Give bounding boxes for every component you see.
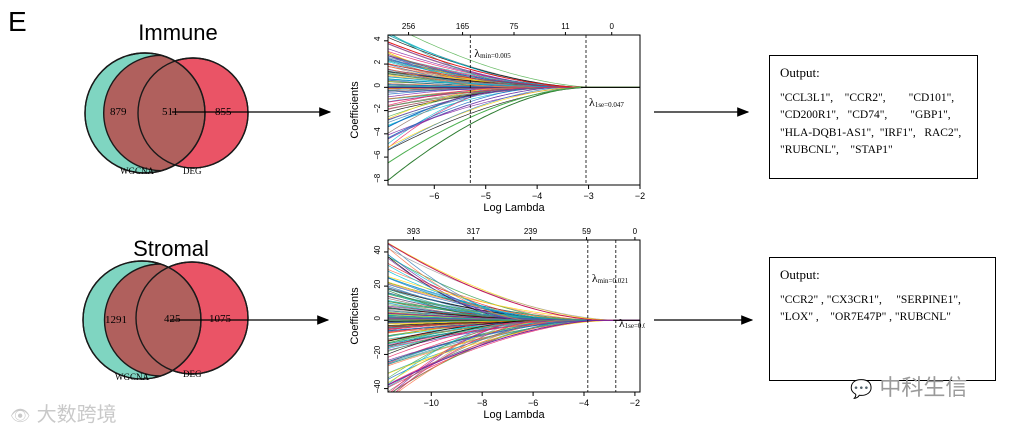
venn-immune-left-count: 879 bbox=[110, 106, 127, 118]
y-axis-label: Coefficients bbox=[349, 81, 361, 139]
venn-immune-left-label: WGCNA bbox=[120, 166, 154, 176]
x-tick-label: −4 bbox=[579, 398, 589, 408]
gene-line: "LOX" , "OR7E47P" , "RUBCNL" bbox=[780, 311, 951, 323]
top-tick-label: 317 bbox=[467, 227, 481, 236]
venn-immune-overlap-count: 511 bbox=[162, 106, 179, 118]
x-tick-label: −8 bbox=[477, 398, 487, 408]
top-tick-label: 256 bbox=[402, 22, 416, 31]
y-tick-label: −8 bbox=[373, 173, 382, 183]
y-tick-label: −40 bbox=[373, 379, 382, 393]
x-tick-label: −5 bbox=[481, 191, 491, 201]
output-box-immune: Output: "CCL3L1", "CCR2", "CD101", "CD20… bbox=[769, 55, 978, 179]
venn-stromal bbox=[82, 260, 249, 380]
top-tick-label: 11 bbox=[561, 22, 570, 31]
venn-stromal-overlap-count: 425 bbox=[164, 313, 181, 325]
x-tick-label: −2 bbox=[630, 398, 640, 408]
y-tick-label: −20 bbox=[373, 345, 382, 359]
venn-title-stromal: Stromal bbox=[133, 236, 209, 261]
y-tick-label: −6 bbox=[373, 150, 382, 160]
venn-stromal-right-count: 1075 bbox=[209, 313, 231, 325]
output-title-stromal: Output: bbox=[780, 267, 820, 282]
gene-line: "RUBCNL", "STAP1" bbox=[780, 144, 893, 156]
coefficient-paths bbox=[388, 242, 640, 392]
top-tick-label: 59 bbox=[582, 227, 591, 236]
x-tick-label: −2 bbox=[635, 191, 645, 201]
plot-frame bbox=[387, 239, 641, 393]
top-tick-label: 393 bbox=[407, 227, 421, 236]
gene-line: "CD200R1", "CD74", "GBP1", bbox=[780, 109, 951, 121]
wechat-icon: 💬 bbox=[850, 379, 873, 400]
coefficient-paths bbox=[388, 35, 640, 181]
y-tick-label: 0 bbox=[373, 315, 382, 320]
watermark-right-text: 中科生信 bbox=[879, 376, 968, 401]
output-title-immune: Output: bbox=[780, 65, 820, 80]
y-tick-label: 0 bbox=[373, 83, 382, 88]
y-tick-label: −2 bbox=[373, 103, 382, 113]
venn-immune bbox=[84, 52, 249, 174]
lambda-label: λ1se=0.047 bbox=[589, 95, 624, 109]
coefficient-path-green-mid bbox=[388, 86, 640, 164]
coefficient-path bbox=[388, 276, 640, 321]
coefficient-path bbox=[410, 35, 640, 88]
y-tick-label: 2 bbox=[373, 59, 382, 64]
venn-title-immune: Immune bbox=[138, 20, 218, 45]
watermark-logo-icon: 👁 bbox=[10, 406, 31, 425]
x-tick-label: −3 bbox=[583, 191, 593, 201]
venn-immune-right-label: DEG bbox=[183, 166, 202, 176]
watermark-right: 💬 中科生信 bbox=[850, 370, 967, 402]
x-tick-label: −10 bbox=[424, 398, 439, 408]
x-tick-label: −6 bbox=[429, 191, 439, 201]
watermark-left-text: 大数跨境 bbox=[36, 402, 117, 426]
panel-label: E bbox=[8, 6, 27, 37]
y-axis-label: Coefficients bbox=[349, 287, 361, 345]
x-axis-label: Log Lambda bbox=[483, 202, 545, 214]
y-tick-label: 20 bbox=[373, 279, 382, 288]
venn-stromal-right-label: DEG bbox=[183, 369, 202, 379]
gene-line: "CCR2" , "CX3CR1", "SERPINE1", bbox=[780, 293, 961, 306]
coefficient-path bbox=[388, 86, 640, 148]
y-tick-label: 40 bbox=[373, 245, 382, 254]
coefficient-path-magenta bbox=[388, 242, 640, 321]
top-tick-label: 0 bbox=[633, 227, 638, 236]
y-tick-label: 4 bbox=[373, 36, 382, 41]
venn-stromal-left-label: WGCNA bbox=[115, 372, 149, 382]
output-box-stromal: Output: "CCR2" , "CX3CR1", "SERPINE1", "… bbox=[769, 257, 996, 381]
y-tick-label: −4 bbox=[373, 127, 382, 137]
lasso-chart-stromal: λmin=0.021 λ1se=0.064 −10 −8 −6 −4 −2 −40 −20 0 20… bbox=[349, 227, 645, 421]
gene-line: "CCL3L1", "CCR2", "CD101", bbox=[780, 91, 955, 104]
lambda-label: λmin=0.021 bbox=[592, 271, 629, 285]
x-tick-label: −6 bbox=[528, 398, 538, 408]
gene-line: "HLA-DQB1-AS1", "IRF1", RAC2", bbox=[780, 126, 962, 139]
venn-immune-right-count: 855 bbox=[215, 106, 232, 118]
lasso-chart-immune: λmin=0.005 λ1se=0.047 −6 −5 −4 −3 −2 −8 −6 −4 −2 0 2… bbox=[349, 22, 645, 214]
top-tick-label: 165 bbox=[456, 22, 470, 31]
lambda-label: λ1se=0.064 bbox=[619, 316, 645, 330]
venn-stromal-left-count: 1291 bbox=[105, 314, 127, 326]
coefficient-path-red bbox=[388, 41, 640, 88]
watermark-left: 👁 大数跨境 bbox=[10, 398, 117, 427]
top-tick-label: 0 bbox=[609, 22, 614, 31]
x-tick-label: −4 bbox=[532, 191, 542, 201]
lambda-label: λmin=0.005 bbox=[474, 46, 511, 60]
x-axis-label: Log Lambda bbox=[483, 409, 545, 421]
top-tick-label: 75 bbox=[510, 22, 519, 31]
top-tick-label: 239 bbox=[524, 227, 538, 236]
